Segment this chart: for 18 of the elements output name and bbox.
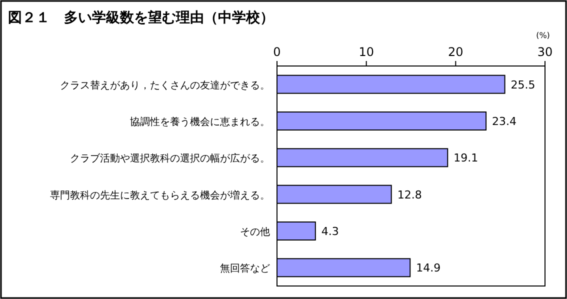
title: 図２１ 多い学級数を望む理由（中学校） [8,10,274,26]
xtick: 10 [358,45,374,59]
xlabel: (%) [536,31,550,40]
data-label: 23.4 [492,115,517,128]
xtick: 0 [273,45,281,59]
category: クラブ活動や選択教科の選択の幅が広がる。 [70,154,270,165]
category: クラス替えがあり，たくさんの友達ができる。 [60,80,270,92]
category: 専門教科の先生に教えてもらえる機会が増える。 [50,190,270,202]
data-label: 4.3 [321,225,339,238]
data-label: 25.5 [510,78,536,92]
xtick: 20 [448,45,464,59]
data-label: 19.1 [454,152,478,165]
data-label: 14.9 [416,262,441,275]
xtick: 30 [537,45,553,59]
category: その他 [240,227,270,238]
data-label: 12.8 [397,188,422,202]
category: 協調性を養う機会に恵まれる。 [130,117,270,128]
category: 無回答など [220,264,270,275]
